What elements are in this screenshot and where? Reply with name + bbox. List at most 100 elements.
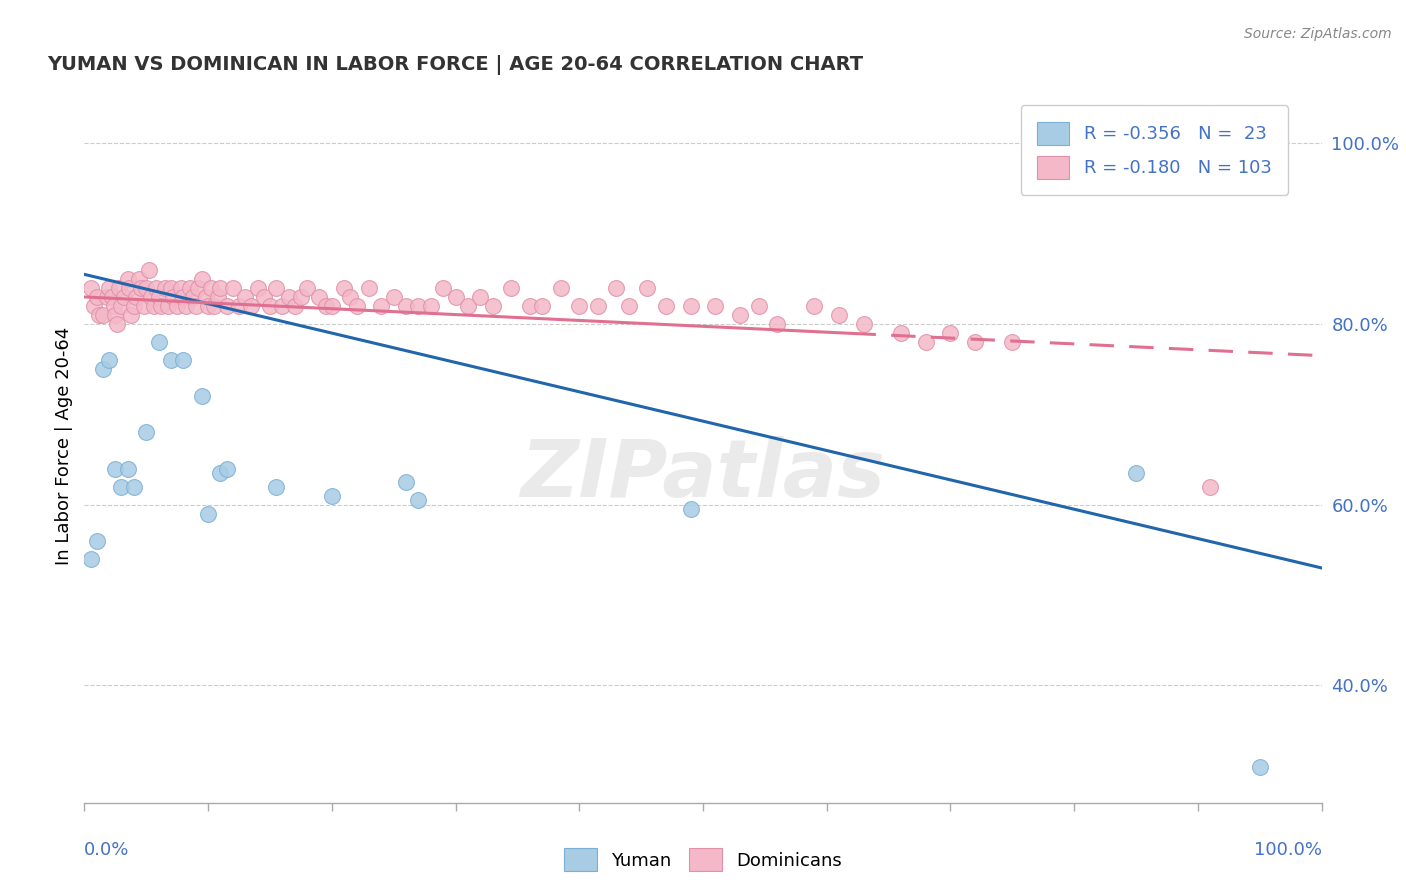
Point (264, 480, 287, 494)
Point (408, 299, 430, 313)
Point (333, 281, 356, 295)
Point (207, 290, 229, 304)
Point (209, 281, 232, 295)
Point (91, 362, 114, 376)
Legend: Yuman, Dominicans: Yuman, Dominicans (557, 841, 849, 879)
Point (157, 299, 180, 313)
Point (233, 290, 256, 304)
Point (150, 299, 173, 313)
Point (83, 299, 105, 313)
Point (209, 466, 232, 480)
Text: 100.0%: 100.0% (1254, 841, 1322, 859)
Point (382, 290, 405, 304)
Point (470, 290, 492, 304)
Point (1125, 466, 1147, 480)
Text: Source: ZipAtlas.com: Source: ZipAtlas.com (1244, 27, 1392, 41)
Point (148, 290, 170, 304)
Point (519, 299, 541, 313)
Point (215, 461, 238, 475)
Point (1001, 335, 1024, 350)
Point (160, 281, 183, 295)
Point (890, 326, 912, 340)
Point (112, 290, 135, 304)
Point (174, 299, 197, 313)
Point (86, 290, 108, 304)
Point (339, 290, 361, 304)
Point (481, 299, 503, 313)
Point (408, 493, 430, 508)
Point (315, 299, 337, 313)
Point (550, 281, 572, 295)
Point (308, 290, 330, 304)
Point (191, 272, 214, 286)
Point (108, 281, 131, 295)
Point (122, 299, 145, 313)
Point (253, 290, 276, 304)
Point (125, 290, 148, 304)
Point (240, 299, 263, 313)
Point (148, 335, 170, 350)
Point (135, 281, 157, 295)
Point (852, 317, 875, 331)
Point (419, 299, 441, 313)
Point (197, 507, 219, 521)
Point (939, 326, 962, 340)
Point (457, 299, 479, 313)
Point (122, 480, 145, 494)
Point (395, 475, 418, 490)
Point (110, 480, 132, 494)
Legend: R = -0.356   N =  23, R = -0.180   N = 103: R = -0.356 N = 23, R = -0.180 N = 103 (1021, 105, 1288, 195)
Point (117, 272, 139, 286)
Point (200, 281, 222, 295)
Point (321, 489, 343, 503)
Point (118, 281, 141, 295)
Point (104, 308, 127, 322)
Point (187, 281, 209, 295)
Point (259, 299, 281, 313)
Point (828, 308, 851, 322)
Point (129, 281, 152, 295)
Y-axis label: In Labor Force | Age 20-64: In Labor Force | Age 20-64 (55, 326, 73, 566)
Point (636, 281, 658, 295)
Point (98, 281, 121, 295)
Point (432, 281, 454, 295)
Point (222, 281, 245, 295)
Point (290, 290, 312, 304)
Point (228, 299, 250, 313)
Point (86, 533, 108, 548)
Point (120, 308, 142, 322)
Point (110, 299, 132, 313)
Point (170, 281, 193, 295)
Point (444, 290, 467, 304)
Point (117, 461, 139, 475)
Point (617, 299, 640, 313)
Point (191, 389, 214, 403)
Point (965, 335, 987, 350)
Point (1199, 480, 1222, 494)
Point (135, 425, 157, 440)
Point (91, 308, 114, 322)
Point (172, 290, 194, 304)
Point (194, 290, 217, 304)
Point (179, 281, 201, 295)
Point (655, 299, 678, 313)
Text: YUMAN VS DOMINICAN IN LABOR FORCE | AGE 20-64 CORRELATION CHART: YUMAN VS DOMINICAN IN LABOR FORCE | AGE … (48, 54, 863, 75)
Point (104, 461, 127, 475)
Point (803, 299, 825, 313)
Point (586, 299, 609, 313)
Point (531, 299, 554, 313)
Point (679, 502, 702, 516)
Point (321, 299, 343, 313)
Point (277, 290, 299, 304)
Point (605, 281, 627, 295)
Point (357, 281, 380, 295)
Point (105, 317, 128, 331)
Point (89, 308, 111, 322)
Point (202, 299, 225, 313)
Text: ZIPatlas: ZIPatlas (520, 435, 886, 514)
Point (142, 299, 165, 313)
Point (145, 281, 167, 295)
Point (181, 290, 204, 304)
Point (271, 299, 294, 313)
Point (138, 263, 160, 277)
